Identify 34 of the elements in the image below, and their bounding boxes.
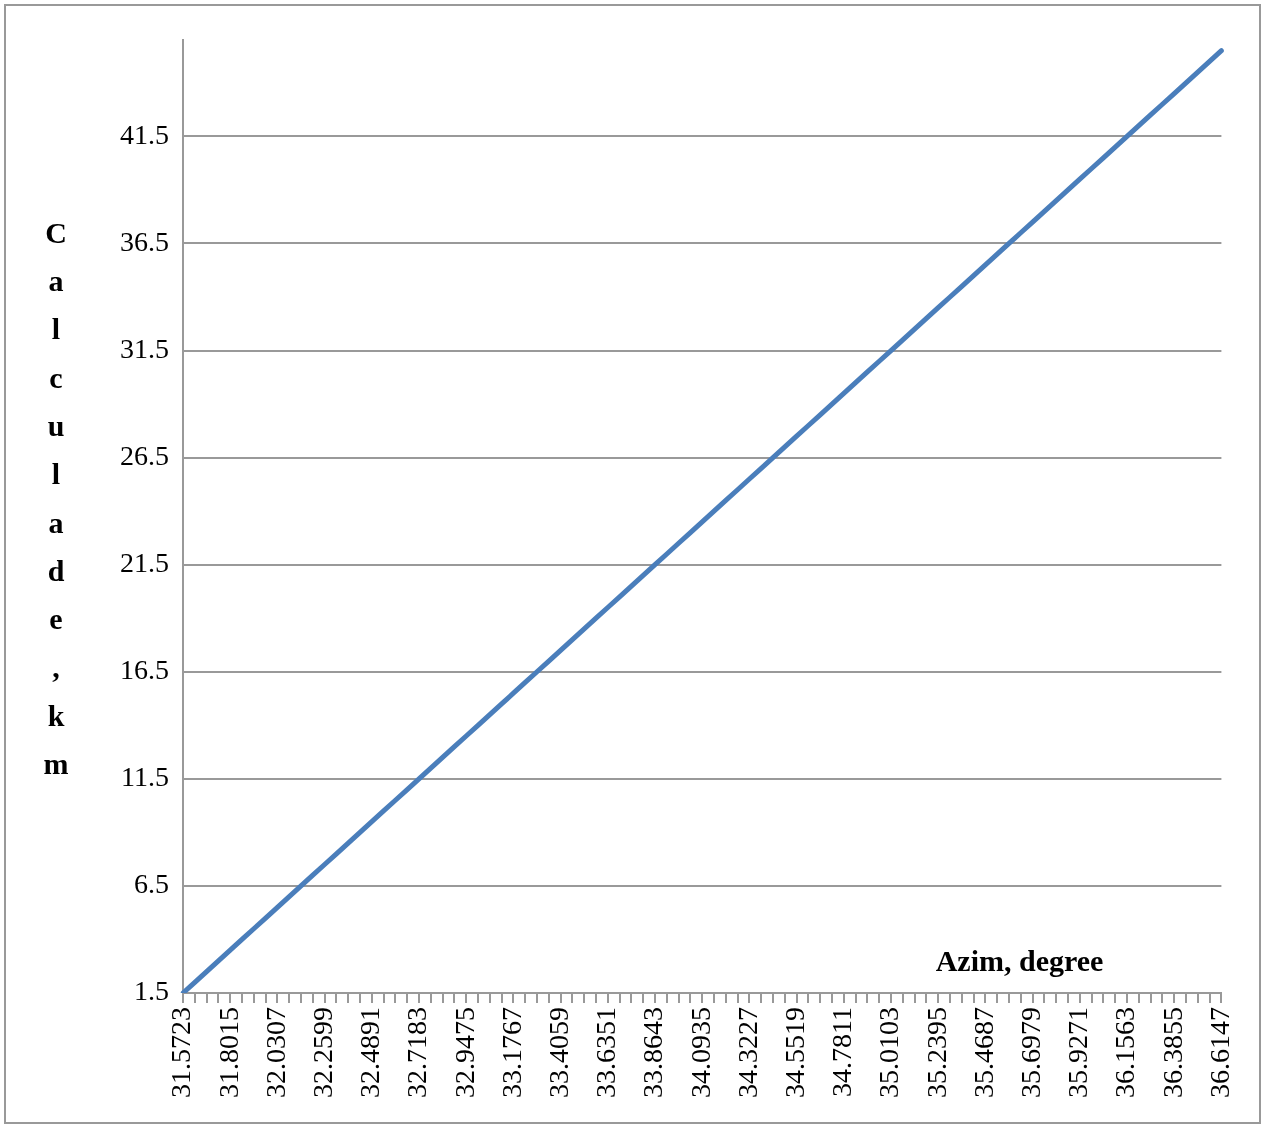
x-tick-label: 36.3855 bbox=[1156, 1007, 1188, 1098]
x-axis-title: Azim, degree bbox=[935, 944, 1104, 977]
y-tick-label: 21.5 bbox=[120, 547, 169, 579]
y-tick-label: 6.5 bbox=[134, 868, 169, 900]
y-tick-label: 36.5 bbox=[120, 225, 169, 257]
x-tick-label: 31.5723 bbox=[165, 1007, 197, 1098]
x-tick-label: 32.2599 bbox=[306, 1007, 338, 1098]
x-tick-label: 35.2395 bbox=[920, 1007, 952, 1098]
x-tick-label: 34.5519 bbox=[778, 1007, 810, 1098]
x-tick-label: 34.0935 bbox=[684, 1007, 716, 1098]
x-tick-label: 32.7183 bbox=[401, 1007, 433, 1098]
x-tick-label: 32.4891 bbox=[354, 1007, 386, 1098]
x-tick-label: 33.1767 bbox=[495, 1007, 527, 1098]
y-tick-label: 11.5 bbox=[121, 761, 169, 793]
x-tick-label: 31.8015 bbox=[212, 1007, 244, 1098]
x-tick-label: 36.1563 bbox=[1109, 1007, 1141, 1098]
x-tick-label: 33.4059 bbox=[542, 1007, 574, 1098]
x-tick-label: 36.6147 bbox=[1203, 1007, 1235, 1098]
x-tick-label: 34.7811 bbox=[826, 1007, 858, 1097]
y-tick-label: 1.5 bbox=[134, 975, 169, 1007]
x-tick-label: 32.0307 bbox=[259, 1007, 291, 1098]
y-tick-label: 31.5 bbox=[120, 332, 169, 364]
x-tick-label: 33.6351 bbox=[590, 1007, 622, 1098]
x-tick-label: 35.9271 bbox=[1062, 1007, 1094, 1098]
y-tick-label: 16.5 bbox=[120, 654, 169, 686]
x-tick-label: 32.9475 bbox=[448, 1007, 480, 1098]
y-tick-label: 41.5 bbox=[120, 118, 169, 150]
x-tick-label: 33.8643 bbox=[637, 1007, 669, 1098]
y-tick-label: 26.5 bbox=[120, 439, 169, 471]
x-tick-label: 35.0103 bbox=[873, 1007, 905, 1098]
x-tick-label: 34.3227 bbox=[731, 1007, 763, 1098]
text: Calculade, km bbox=[43, 215, 69, 781]
x-tick-label: 35.6979 bbox=[1014, 1007, 1046, 1098]
x-tick-label: 35.4687 bbox=[967, 1007, 999, 1098]
